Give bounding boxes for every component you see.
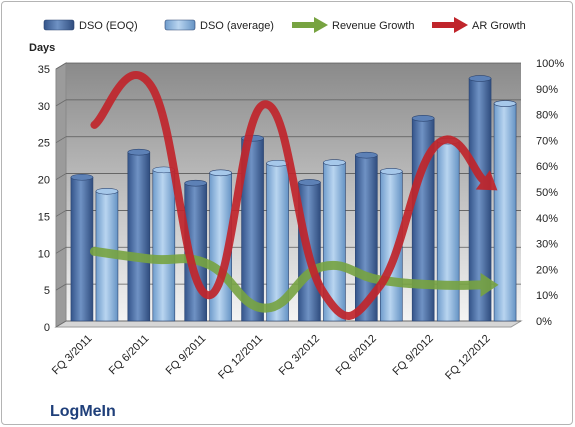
legend-label: DSO (EOQ)	[79, 20, 138, 32]
legend-swatch	[43, 19, 75, 31]
y2-tick-label: 30%	[536, 239, 558, 251]
x-tick-label: FQ 3/2011	[50, 333, 95, 378]
gridline-wall	[55, 283, 67, 291]
plot-floor-surface	[54, 320, 523, 328]
gridline-wall	[55, 320, 67, 328]
bar-dso-eoq	[468, 75, 492, 322]
y2-tick-label: 60%	[536, 161, 558, 173]
bar-top	[411, 114, 435, 122]
plot-floor	[54, 320, 523, 328]
bar-top	[355, 151, 378, 159]
x-tick-label: FQ 6/2011	[107, 333, 152, 378]
bar-dso-average	[266, 159, 289, 322]
y2-tick-label: 80%	[536, 110, 558, 122]
y2-tick-label: 10%	[536, 290, 558, 302]
legend-swatch	[164, 19, 196, 31]
bar-dso-average	[493, 100, 517, 322]
gridline-wall	[55, 173, 67, 180]
bar-dso-average	[436, 137, 460, 322]
gridline-wall	[55, 99, 67, 107]
gridline-wall	[55, 136, 67, 144]
x-tick-label: FQ 9/2011	[164, 333, 209, 378]
y2-tick-label: 40%	[536, 213, 558, 225]
y-axis-right: 0% 10% 20% 30% 40% 50% 60% 70% 80% 90% 100%	[536, 58, 564, 328]
y2-tick-label: 90%	[536, 84, 558, 96]
bar-top	[298, 179, 321, 186]
revenue-growth-line	[89, 246, 499, 313]
chart-caption: LogMeIn	[50, 403, 116, 420]
bar-top	[70, 173, 94, 181]
x-tick-label: FQ 12/2012	[443, 333, 493, 383]
y2-tick-label: 0%	[536, 316, 552, 328]
gridline-wall	[55, 210, 67, 217]
bar-dso-eoq	[70, 173, 94, 322]
x-tick-label: FQ 3/2012	[277, 333, 322, 378]
ar-growth-line	[90, 71, 498, 320]
x-axis: FQ 3/2011 FQ 6/2011 FQ 9/2011 FQ 12/2011 FQ …	[50, 333, 493, 383]
bar-body	[493, 103, 517, 322]
bar-top	[127, 148, 151, 156]
legend-label: Revenue Growth	[332, 20, 415, 32]
legend-arrow-head	[314, 17, 328, 33]
x-tick-label: FQ 12/2011	[216, 333, 265, 382]
y2-tick-label: 70%	[536, 135, 558, 147]
y-tick-label: 5	[44, 285, 50, 297]
revenue-growth-line-arrowhead	[480, 272, 499, 297]
bar-dso-average	[323, 159, 346, 322]
y-tick-label: 10	[38, 248, 50, 260]
bar-top	[209, 169, 232, 177]
legend-item-revenue-growth: Revenue Growth	[292, 17, 415, 33]
ar-growth-line-path	[90, 71, 488, 320]
y-tick-label: 15	[38, 211, 50, 223]
gridline-wall	[55, 62, 67, 70]
y-axis-left: 0 5 10 15 20 25 30 35	[38, 64, 50, 334]
bar-top	[184, 179, 207, 187]
y-tick-label: 25	[38, 138, 50, 150]
legend-arrow-head	[454, 17, 468, 33]
ar-growth-line-arrowhead	[475, 170, 498, 191]
bar-body	[70, 176, 94, 322]
y2-tick-label: 20%	[536, 264, 558, 276]
y2-tick-label: 100%	[536, 58, 564, 70]
legend-item-dso-eoq: DSO (EOQ)	[43, 19, 138, 32]
legend-item-ar-growth: AR Growth	[432, 17, 526, 33]
growth-lines	[89, 71, 499, 320]
bar-dso-eoq	[411, 114, 435, 322]
bar-dso-eoq	[127, 148, 151, 322]
revenue-growth-line-path	[89, 246, 487, 313]
y-tick-label: 20	[38, 175, 50, 187]
bar-dso-average	[152, 166, 176, 322]
bar-top	[95, 187, 119, 195]
bar-body	[436, 140, 460, 322]
gridline-wall	[55, 246, 67, 254]
legend-item-dso-average: DSO (average)	[164, 19, 274, 32]
y-axis-title: Days	[29, 42, 55, 54]
bar-body	[152, 169, 176, 322]
bar-top	[380, 168, 403, 175]
legend-label: DSO (average)	[200, 20, 274, 32]
legend: DSO (EOQ) DSO (average) Revenue Growth AR G…	[43, 17, 526, 33]
y-tick-label: 0	[44, 322, 50, 334]
bar-top	[493, 100, 517, 107]
bar-body	[127, 151, 151, 322]
legend-label: AR Growth	[472, 20, 526, 32]
x-tick-label: FQ 6/2012	[334, 333, 379, 378]
y-tick-label: 30	[38, 101, 50, 113]
y-tick-label: 35	[38, 64, 50, 76]
bar-top	[468, 75, 492, 82]
bar-top	[323, 159, 346, 166]
x-tick-label: FQ 9/2012	[391, 333, 436, 378]
y2-tick-label: 50%	[536, 187, 558, 199]
